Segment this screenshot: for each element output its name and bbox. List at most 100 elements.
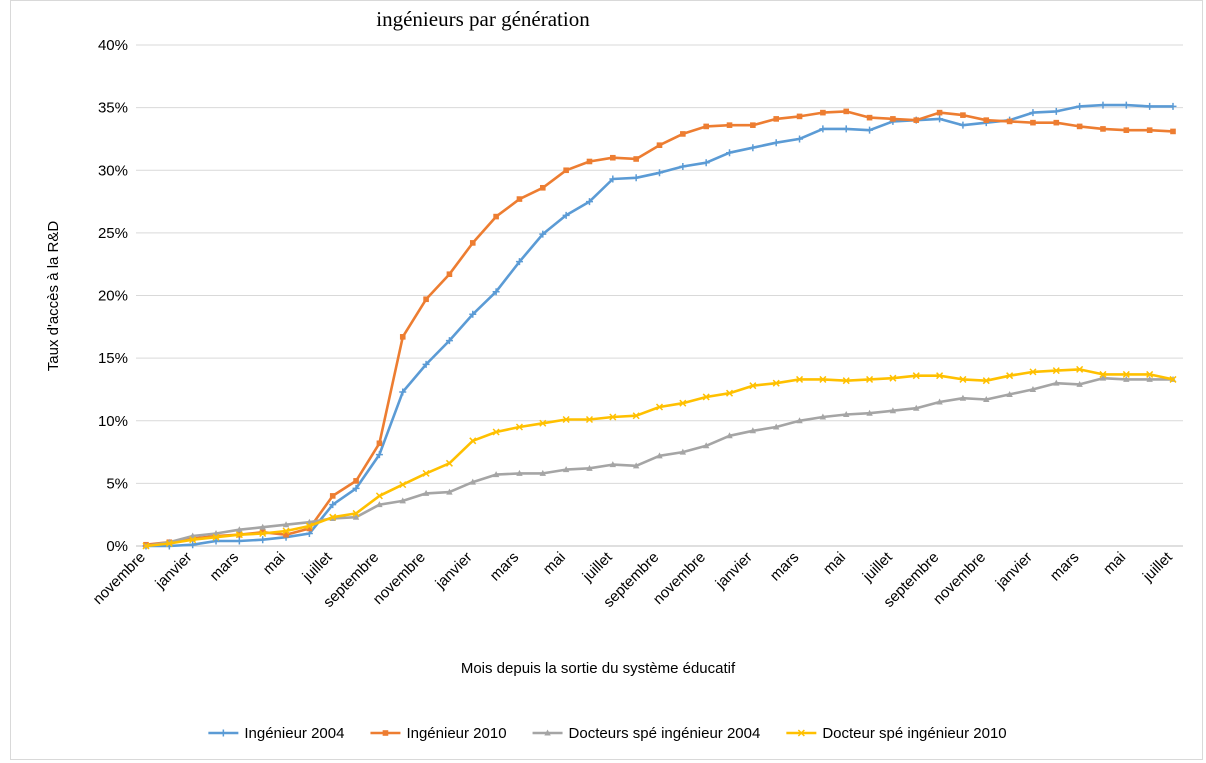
data-point — [982, 377, 990, 385]
data-point — [655, 403, 664, 411]
data-point — [422, 469, 430, 477]
data-point — [609, 175, 617, 183]
data-point — [680, 131, 686, 137]
data-point — [1099, 370, 1107, 378]
data-point — [539, 419, 547, 427]
data-point — [796, 375, 804, 383]
data-point — [749, 427, 757, 434]
data-point — [842, 377, 850, 385]
data-point — [773, 423, 780, 430]
data-point — [1146, 375, 1153, 382]
data-point — [329, 501, 337, 509]
data-point — [679, 448, 687, 455]
data-point — [1053, 379, 1060, 386]
legend-item — [208, 729, 239, 737]
y-tick-label: 40% — [98, 37, 128, 54]
series-line — [145, 110, 1174, 546]
data-point — [1146, 370, 1154, 378]
data-point — [772, 379, 780, 387]
data-point — [749, 144, 757, 152]
data-point — [609, 461, 617, 468]
data-point — [936, 372, 944, 380]
data-point — [1169, 375, 1177, 383]
data-point — [539, 230, 547, 238]
legend-item — [370, 730, 401, 736]
legend-label: Ingénieur 2004 — [244, 725, 344, 742]
data-point — [959, 394, 967, 401]
x-tick-label: juillet — [859, 548, 896, 585]
data-point — [959, 121, 967, 129]
data-point — [1076, 123, 1083, 130]
data-point — [305, 522, 313, 530]
data-point — [749, 382, 757, 390]
x-tick-label: juillet — [1139, 548, 1176, 585]
legend-label: Docteurs spé ingénieur 2004 — [569, 725, 761, 742]
data-point — [960, 112, 966, 118]
data-point — [725, 389, 734, 397]
data-point — [1052, 107, 1060, 115]
x-tick-label: juillet — [579, 548, 616, 585]
x-tick-label: mars — [1047, 549, 1083, 585]
data-point — [399, 497, 406, 504]
data-point — [1122, 101, 1130, 109]
data-point — [842, 125, 850, 133]
data-point — [1123, 127, 1130, 133]
data-point — [1099, 374, 1107, 381]
data-point — [189, 532, 196, 539]
data-point — [236, 526, 243, 533]
x-tick-label: mars — [207, 549, 243, 585]
data-point — [259, 536, 267, 544]
data-point — [819, 125, 827, 133]
data-point — [750, 122, 756, 128]
data-point — [493, 213, 499, 220]
data-point — [469, 240, 476, 246]
data-point — [913, 404, 920, 411]
data-point — [1123, 375, 1130, 382]
data-point — [399, 334, 406, 340]
data-point — [702, 159, 710, 167]
x-tick-label: mai — [820, 549, 849, 578]
data-point — [562, 415, 570, 424]
grid-lines — [136, 44, 1183, 547]
data-point — [235, 537, 243, 545]
data-point — [913, 117, 920, 123]
data-series — [142, 101, 1177, 550]
data-point — [562, 466, 570, 473]
data-point — [212, 529, 220, 536]
data-point — [820, 109, 826, 116]
data-point — [516, 196, 523, 202]
data-point — [446, 271, 453, 278]
y-tick-label: 35% — [98, 100, 128, 117]
series-docteur-sp-ing-nieur-2010 — [142, 365, 1177, 550]
data-point — [446, 488, 453, 495]
data-point — [282, 521, 290, 528]
data-point — [515, 258, 523, 266]
legend-label: Ingénieur 2010 — [406, 725, 506, 742]
data-point — [1030, 119, 1036, 126]
data-point — [469, 478, 476, 485]
data-point — [353, 478, 359, 484]
y-tick-label: 0% — [106, 538, 128, 555]
data-point — [1146, 127, 1153, 133]
x-tick-label: janvier — [712, 549, 756, 593]
chart-frame: ingénieurs par génération 0% 5% 10% 15% 20% 2… — [10, 0, 1203, 760]
data-point — [492, 428, 500, 436]
data-point — [726, 122, 733, 128]
data-point — [796, 135, 804, 143]
data-point — [889, 374, 897, 382]
data-point — [586, 464, 593, 471]
y-tick-label: 5% — [106, 475, 128, 492]
y-tick-label: 15% — [98, 350, 128, 367]
data-point — [656, 169, 663, 177]
data-point — [586, 158, 593, 165]
data-point — [469, 437, 477, 445]
data-point — [376, 501, 383, 508]
data-point — [516, 469, 523, 476]
data-point — [1006, 390, 1013, 397]
data-point — [1146, 102, 1154, 110]
data-point — [382, 730, 389, 736]
data-point — [632, 174, 640, 182]
data-point — [445, 459, 453, 467]
series-ing-nieur-2010 — [143, 108, 1176, 548]
data-point — [656, 452, 663, 459]
